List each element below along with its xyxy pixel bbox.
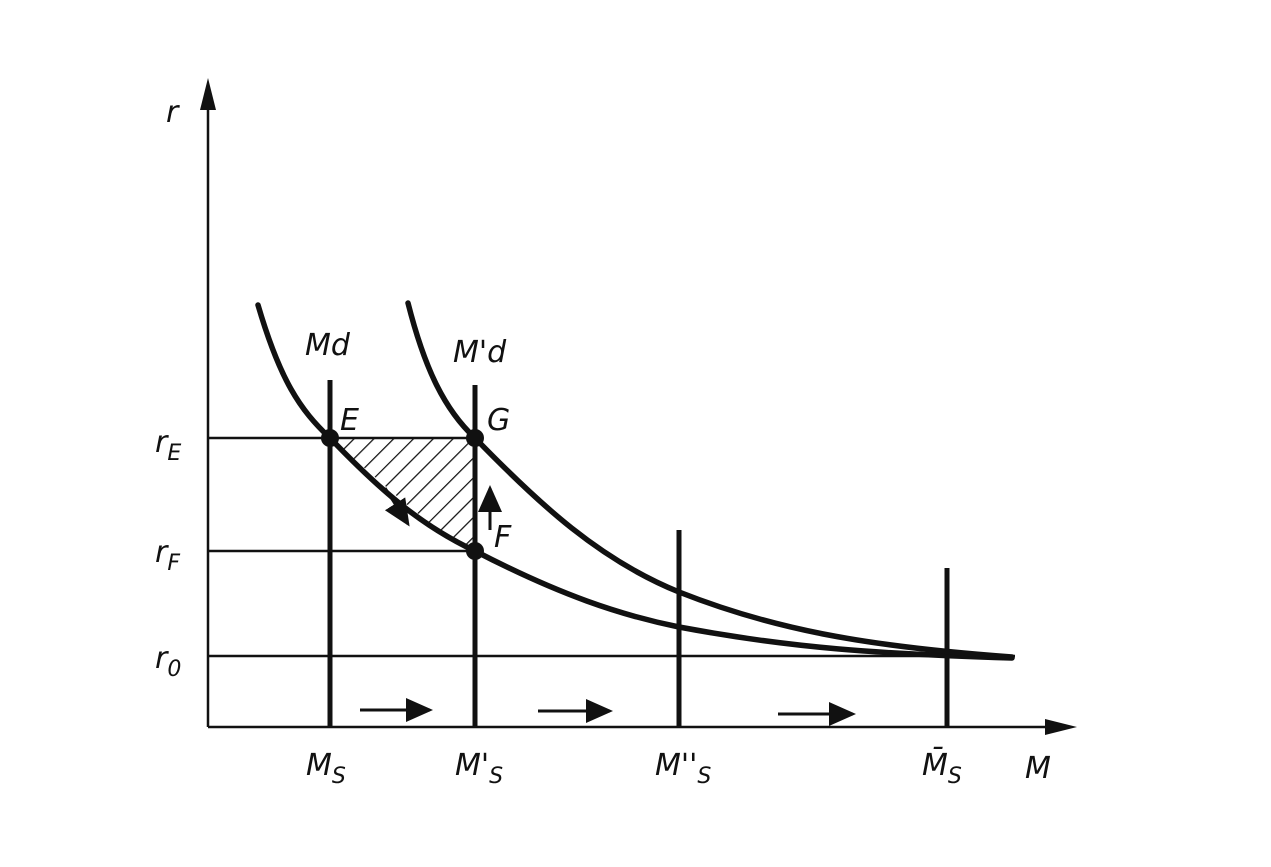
rate-label: rE (155, 425, 181, 466)
supply-sub: S (948, 764, 962, 789)
supply-label: MS (306, 748, 346, 789)
supply-label: M̄S (922, 747, 962, 789)
supply-label: M''S (655, 748, 711, 789)
rate-main: r (155, 425, 169, 460)
rate-sub: F (167, 551, 180, 576)
y-axis-label: r (166, 95, 180, 130)
supply-main: M (306, 748, 332, 783)
supply-label: M'S (455, 748, 503, 789)
rate-main: r (155, 641, 169, 676)
point-label: G (487, 403, 510, 438)
demand-curve (255, 302, 1015, 661)
rate-label: r0 (155, 641, 181, 682)
point-label: E (340, 403, 359, 438)
point (466, 542, 484, 560)
point-label: F (494, 520, 512, 555)
x-axis-arrow (1045, 719, 1077, 735)
curve-label: Md (305, 328, 351, 363)
movement-arrow (383, 487, 410, 527)
point (321, 429, 339, 447)
rate-sub: 0 (167, 657, 181, 682)
y-axis-arrow (200, 78, 216, 110)
supply-main: M' (455, 748, 489, 783)
rate-label: rF (155, 535, 180, 576)
point (466, 429, 484, 447)
rate-sub: E (167, 441, 181, 466)
rate-main: r (155, 535, 169, 570)
supply-sub: S (332, 764, 346, 789)
demand-curve (405, 300, 1015, 660)
curve-label: M'd (453, 335, 507, 370)
supply-sub: S (697, 764, 711, 789)
supply-main: M̄ (922, 747, 948, 783)
supply-main: M'' (655, 748, 697, 783)
hatched-area (330, 438, 475, 551)
x-axis-label: M (1025, 751, 1051, 786)
supply-sub: S (489, 764, 503, 789)
